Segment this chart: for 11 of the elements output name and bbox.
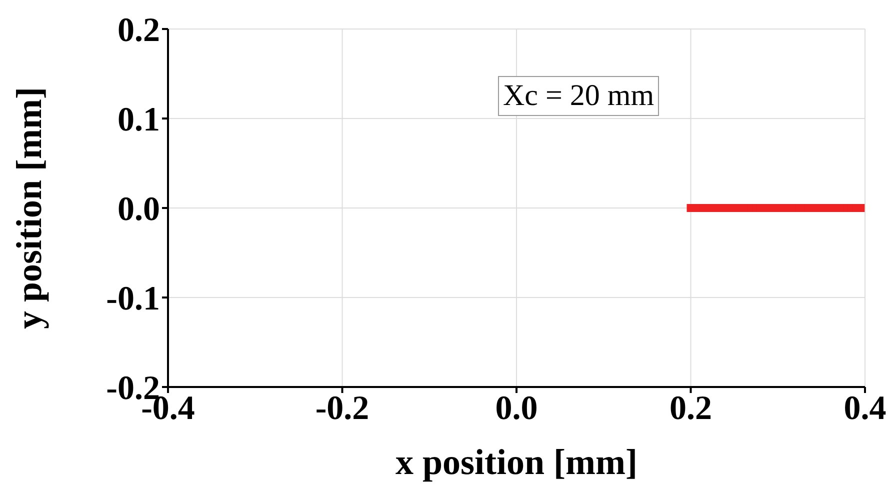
x-axis-title: x position [mm] xyxy=(394,441,638,484)
y-tick-label: 0.0 xyxy=(118,191,160,228)
x-tick-label: 0.4 xyxy=(844,390,886,428)
x-tick-label: 0.2 xyxy=(670,390,712,428)
annotation: Xc = 20 mm xyxy=(498,76,660,116)
x-tick-label: -0.2 xyxy=(315,390,370,428)
y-axis-title: y position [mm] xyxy=(8,87,49,329)
x-tick-label: 0.0 xyxy=(495,390,538,428)
y-tick-label: -0.1 xyxy=(106,280,160,318)
y-tick-label: 0.1 xyxy=(118,102,160,139)
y-tick-label: 0.2 xyxy=(118,12,160,50)
